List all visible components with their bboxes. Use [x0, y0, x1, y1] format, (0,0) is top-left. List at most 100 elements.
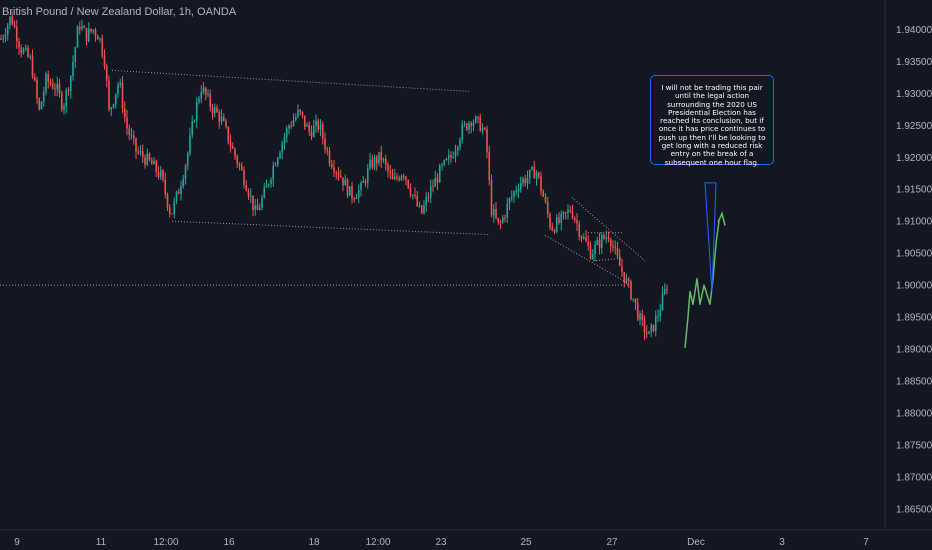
- candle-body: [519, 183, 522, 190]
- candle-body: [555, 217, 558, 233]
- candle-body: [108, 80, 110, 110]
- candle-body: [245, 184, 248, 191]
- candle-body: [38, 98, 41, 110]
- candle-body: [13, 24, 16, 27]
- candle-body: [211, 107, 214, 114]
- candle-body: [285, 128, 288, 137]
- candle-body: [614, 247, 617, 249]
- candle-body: [423, 205, 425, 214]
- candle-body: [261, 197, 263, 208]
- candle-body: [198, 98, 200, 102]
- candle-body: [240, 165, 243, 171]
- candle-body: [4, 34, 7, 38]
- candle-body: [612, 246, 614, 248]
- callout-pointer: [704, 182, 717, 292]
- candle-body: [252, 195, 254, 210]
- y-tick-label: 1.86500: [896, 504, 932, 515]
- candle-body: [387, 164, 389, 172]
- candle-body: [456, 147, 459, 151]
- candle-body: [40, 101, 43, 110]
- candle-body: [135, 138, 137, 152]
- candle-body: [267, 184, 270, 186]
- y-tick-label: 1.93000: [896, 89, 932, 100]
- candle-body: [189, 135, 191, 154]
- candle-body: [535, 172, 538, 179]
- candle-body: [585, 237, 587, 242]
- x-tick-label: 18: [308, 537, 320, 548]
- candle-body: [650, 324, 653, 332]
- candle-body: [218, 112, 221, 122]
- candle-body: [488, 152, 491, 181]
- candle-body: [321, 124, 324, 139]
- candle-body: [393, 176, 396, 180]
- candle-body: [220, 116, 223, 122]
- candle-body: [591, 254, 594, 259]
- candle-body: [229, 141, 232, 147]
- candle-body: [83, 26, 86, 28]
- candle-body: [231, 146, 234, 149]
- candle-body: [310, 131, 313, 137]
- candle-body: [618, 256, 621, 267]
- candle-body: [434, 178, 437, 187]
- candle-body: [166, 193, 169, 208]
- candle-body: [558, 217, 560, 223]
- candle-body: [312, 125, 315, 137]
- trend-line: [171, 220, 491, 236]
- candle-body: [317, 120, 320, 130]
- candle-body: [121, 82, 124, 109]
- candle-body: [533, 167, 536, 179]
- candle-body: [346, 179, 349, 196]
- candle-body: [344, 179, 347, 186]
- candle-body: [294, 116, 297, 121]
- candle-body: [101, 38, 104, 56]
- candle-body: [659, 310, 662, 317]
- candle-body: [222, 116, 225, 122]
- candle-body: [522, 178, 524, 184]
- candle-body: [168, 207, 171, 214]
- candle-body: [18, 41, 20, 48]
- trend-line: [544, 234, 631, 285]
- x-tick-label: 3: [779, 537, 785, 548]
- y-tick-label: 1.89000: [896, 345, 932, 356]
- candle-body: [661, 293, 664, 311]
- candle-body: [499, 222, 502, 224]
- candle-body: [609, 239, 612, 247]
- candle-body: [162, 170, 164, 180]
- candle-body: [416, 195, 419, 206]
- candle-body: [641, 313, 644, 320]
- candle-body: [544, 196, 547, 202]
- annotation-callout[interactable]: I will not be trading this pair until th…: [650, 75, 774, 166]
- candle-body: [474, 116, 477, 123]
- candle-body: [171, 213, 173, 215]
- candle-body: [339, 176, 342, 178]
- candle-body: [398, 178, 401, 180]
- candle-body: [227, 126, 230, 142]
- candle-body: [69, 75, 72, 92]
- candle-body: [362, 181, 365, 183]
- candle-body: [45, 74, 47, 93]
- candle-body: [351, 186, 353, 199]
- candle-body: [324, 138, 326, 150]
- candle-body: [238, 164, 241, 166]
- candle-body: [366, 168, 369, 183]
- candle-body: [225, 121, 227, 127]
- candle-body: [486, 128, 488, 153]
- candle-body: [56, 83, 59, 90]
- candle-body: [380, 152, 383, 161]
- candle-body: [657, 316, 659, 318]
- candle-body: [510, 196, 513, 199]
- candle-body: [607, 237, 610, 240]
- y-tick-label: 1.89500: [896, 313, 932, 324]
- candle-body: [128, 128, 131, 135]
- candle-body: [454, 150, 457, 158]
- candle-body: [33, 76, 36, 80]
- candle-body: [103, 55, 106, 67]
- candle-body: [186, 153, 189, 166]
- candle-body: [420, 205, 423, 214]
- candle-body: [76, 27, 79, 48]
- candle-body: [452, 157, 455, 159]
- y-tick-label: 1.88000: [896, 409, 932, 420]
- candle-body: [501, 217, 504, 223]
